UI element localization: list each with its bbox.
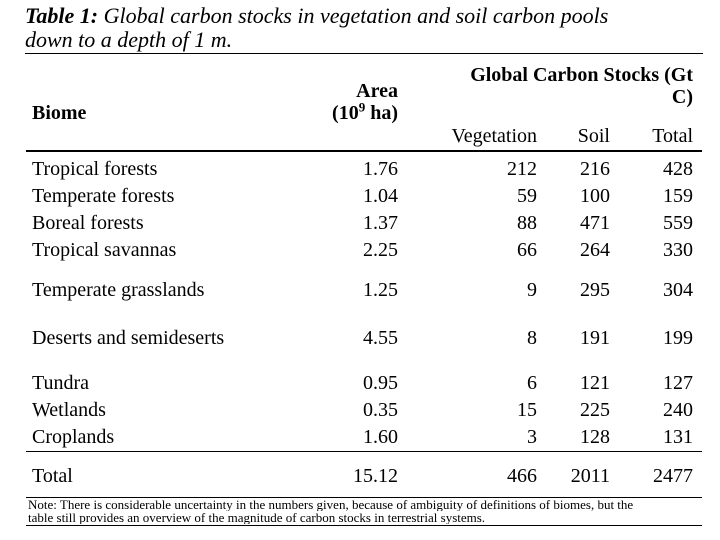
table-footnote: Note: There is considerable uncertainty … xyxy=(26,497,702,526)
vegetation-cell: 88 xyxy=(517,212,537,234)
area-unit-exponent: 9 xyxy=(358,99,366,115)
soil-cell: 216 xyxy=(580,158,610,180)
area-cell: 1.37 xyxy=(363,212,398,234)
total-label-cell: Total xyxy=(32,465,73,487)
stocks-header-line-2: C) xyxy=(671,86,693,108)
table-header: Biome Area (109 ha) Global Carbon Stocks… xyxy=(26,58,702,152)
total-cell: 199 xyxy=(663,327,693,349)
area-cell: 4.55 xyxy=(363,327,398,349)
total-vegetation-cell: 466 xyxy=(507,465,537,487)
biome-cell: Temperate forests xyxy=(32,185,175,207)
biome-cell: Tundra xyxy=(32,372,90,394)
soil-cell: 100 xyxy=(580,185,610,207)
stocks-header-line-1: Global Carbon Stocks (Gt xyxy=(470,64,693,86)
total-cell: 131 xyxy=(663,426,693,448)
table-row-deserts-and-semideserts: Deserts and semideserts 4.55 8 191 199 xyxy=(26,325,702,352)
biome-cell: Deserts and semideserts xyxy=(32,327,225,349)
total-divider-rule xyxy=(26,451,702,452)
area-cell: 1.76 xyxy=(363,158,398,180)
area-cell: 2.25 xyxy=(363,239,398,261)
area-header-line-1: Area xyxy=(356,80,398,102)
area-cell: 1.04 xyxy=(363,185,398,207)
vegetation-cell: 59 xyxy=(517,185,537,207)
caption-line-1-text: Global carbon stocks in vegetation and s… xyxy=(98,3,609,28)
total-cell: 304 xyxy=(663,279,693,301)
area-cell: 1.25 xyxy=(363,279,398,301)
footnote-line-2: table still provides an overview of the … xyxy=(28,511,486,524)
caption-line-1: Table 1: Global carbon stocks in vegetat… xyxy=(25,4,703,28)
total-area-cell: 15.12 xyxy=(353,465,398,487)
column-header-global-carbon-stocks: Global Carbon Stocks (Gt C) xyxy=(373,64,693,108)
table-row-wetlands: Wetlands 0.35 15 225 240 xyxy=(26,397,702,424)
column-header-total: Total xyxy=(652,125,693,147)
vegetation-cell: 9 xyxy=(527,279,537,301)
column-header-vegetation: Vegetation xyxy=(451,125,537,147)
carbon-stocks-table: Biome Area (109 ha) Global Carbon Stocks… xyxy=(26,58,702,526)
table-row-tropical-forests: Tropical forests 1.76 212 216 428 xyxy=(26,156,702,183)
total-cell: 159 xyxy=(663,185,693,207)
biome-cell: Tropical forests xyxy=(32,158,158,180)
column-header-biome: Biome xyxy=(32,102,87,124)
caption-label: Table 1: xyxy=(25,3,99,28)
biome-cell: Wetlands xyxy=(32,399,106,421)
column-header-soil: Soil xyxy=(577,125,610,147)
total-total-cell: 2477 xyxy=(653,465,693,487)
header-subcolumns: Vegetation Soil Total xyxy=(398,126,693,147)
soil-cell: 471 xyxy=(580,212,610,234)
caption-line-2: down to a depth of 1 m. xyxy=(25,27,233,52)
table-row-croplands: Croplands 1.60 3 128 131 xyxy=(26,424,702,451)
soil-cell: 264 xyxy=(580,239,610,261)
vegetation-cell: 6 xyxy=(527,372,537,394)
soil-cell: 295 xyxy=(580,279,610,301)
table-caption: Table 1: Global carbon stocks in vegetat… xyxy=(25,4,703,54)
soil-cell: 128 xyxy=(580,426,610,448)
table-row-temperate-grasslands: Temperate grasslands 1.25 9 295 304 xyxy=(26,277,702,304)
total-cell: 240 xyxy=(663,399,693,421)
biome-cell: Croplands xyxy=(32,426,115,448)
table-row-temperate-forests: Temperate forests 1.04 59 100 159 xyxy=(26,183,702,210)
area-unit-suffix: ha) xyxy=(365,102,398,124)
vegetation-cell: 15 xyxy=(517,399,537,421)
vegetation-cell: 8 xyxy=(527,327,537,349)
biome-cell: Temperate grasslands xyxy=(32,279,205,301)
table-row-total: Total 15.12 466 2011 2477 xyxy=(26,463,702,490)
area-header-line-2: (109 ha) xyxy=(296,99,398,124)
total-cell: 330 xyxy=(663,239,693,261)
total-cell: 127 xyxy=(663,372,693,394)
table-row-tropical-savannas: Tropical savannas 2.25 66 264 330 xyxy=(26,237,702,264)
soil-cell: 121 xyxy=(580,372,610,394)
vegetation-cell: 66 xyxy=(517,239,537,261)
table-row-tundra: Tundra 0.95 6 121 127 xyxy=(26,370,702,397)
table-body: Tropical forests 1.76 212 216 428 Temper… xyxy=(26,152,702,451)
area-cell: 1.60 xyxy=(363,426,398,448)
total-cell: 559 xyxy=(663,212,693,234)
total-soil-cell: 2011 xyxy=(570,465,610,487)
vegetation-cell: 212 xyxy=(507,158,537,180)
biome-cell: Tropical savannas xyxy=(32,239,177,261)
footnote-line-1: Note: There is considerable uncertainty … xyxy=(28,498,634,511)
column-header-area: Area (109 ha) xyxy=(296,80,398,124)
total-cell: 428 xyxy=(663,158,693,180)
area-unit-base: (10 xyxy=(332,102,359,124)
area-cell: 0.35 xyxy=(363,399,398,421)
table-row-boreal-forests: Boreal forests 1.37 88 471 559 xyxy=(26,210,702,237)
biome-cell: Boreal forests xyxy=(32,212,144,234)
vegetation-cell: 3 xyxy=(527,426,537,448)
soil-cell: 225 xyxy=(580,399,610,421)
soil-cell: 191 xyxy=(580,327,610,349)
area-cell: 0.95 xyxy=(363,372,398,394)
